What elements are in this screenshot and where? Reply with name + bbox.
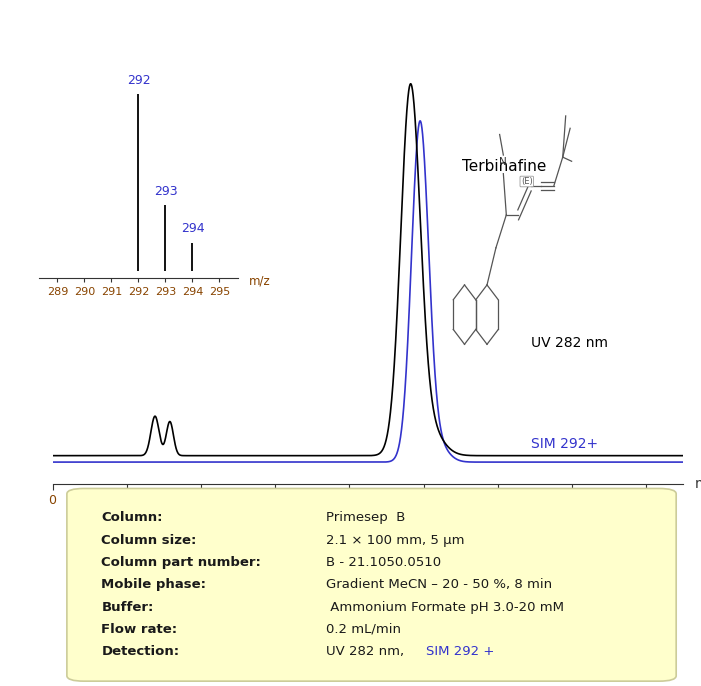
Text: min: min	[695, 477, 701, 490]
Text: SIM 292 +: SIM 292 +	[426, 646, 494, 659]
Text: B - 21.1050.0510: B - 21.1050.0510	[325, 556, 441, 569]
FancyBboxPatch shape	[67, 488, 676, 681]
Text: Column:: Column:	[102, 511, 163, 524]
Text: 294: 294	[181, 222, 204, 235]
Text: SIM 292+: SIM 292+	[531, 438, 599, 451]
Text: Buffer:: Buffer:	[102, 601, 154, 614]
Text: 293: 293	[154, 185, 177, 198]
Text: 292: 292	[127, 74, 150, 87]
Text: Primesep  B: Primesep B	[325, 511, 405, 524]
Text: Flow rate:: Flow rate:	[102, 623, 177, 636]
Text: m/z: m/z	[249, 275, 271, 288]
Text: Column size:: Column size:	[102, 534, 197, 547]
Text: 2.1 × 100 mm, 5 μm: 2.1 × 100 mm, 5 μm	[325, 534, 464, 547]
Text: Detection:: Detection:	[102, 646, 179, 659]
Text: (E): (E)	[521, 177, 533, 186]
Text: UV 282 nm,: UV 282 nm,	[325, 646, 408, 659]
Text: Terbinafine: Terbinafine	[462, 158, 547, 174]
Text: Mobile phase:: Mobile phase:	[102, 578, 206, 591]
Text: Ammonium Formate pH 3.0-20 mM: Ammonium Formate pH 3.0-20 mM	[325, 601, 564, 614]
Text: Column part number:: Column part number:	[102, 556, 261, 569]
Text: N: N	[500, 158, 508, 167]
Text: 0.2 mL/min: 0.2 mL/min	[325, 623, 400, 636]
Text: Gradient MeCN – 20 - 50 %, 8 min: Gradient MeCN – 20 - 50 %, 8 min	[325, 578, 552, 591]
Text: UV 282 nm: UV 282 nm	[531, 336, 608, 351]
